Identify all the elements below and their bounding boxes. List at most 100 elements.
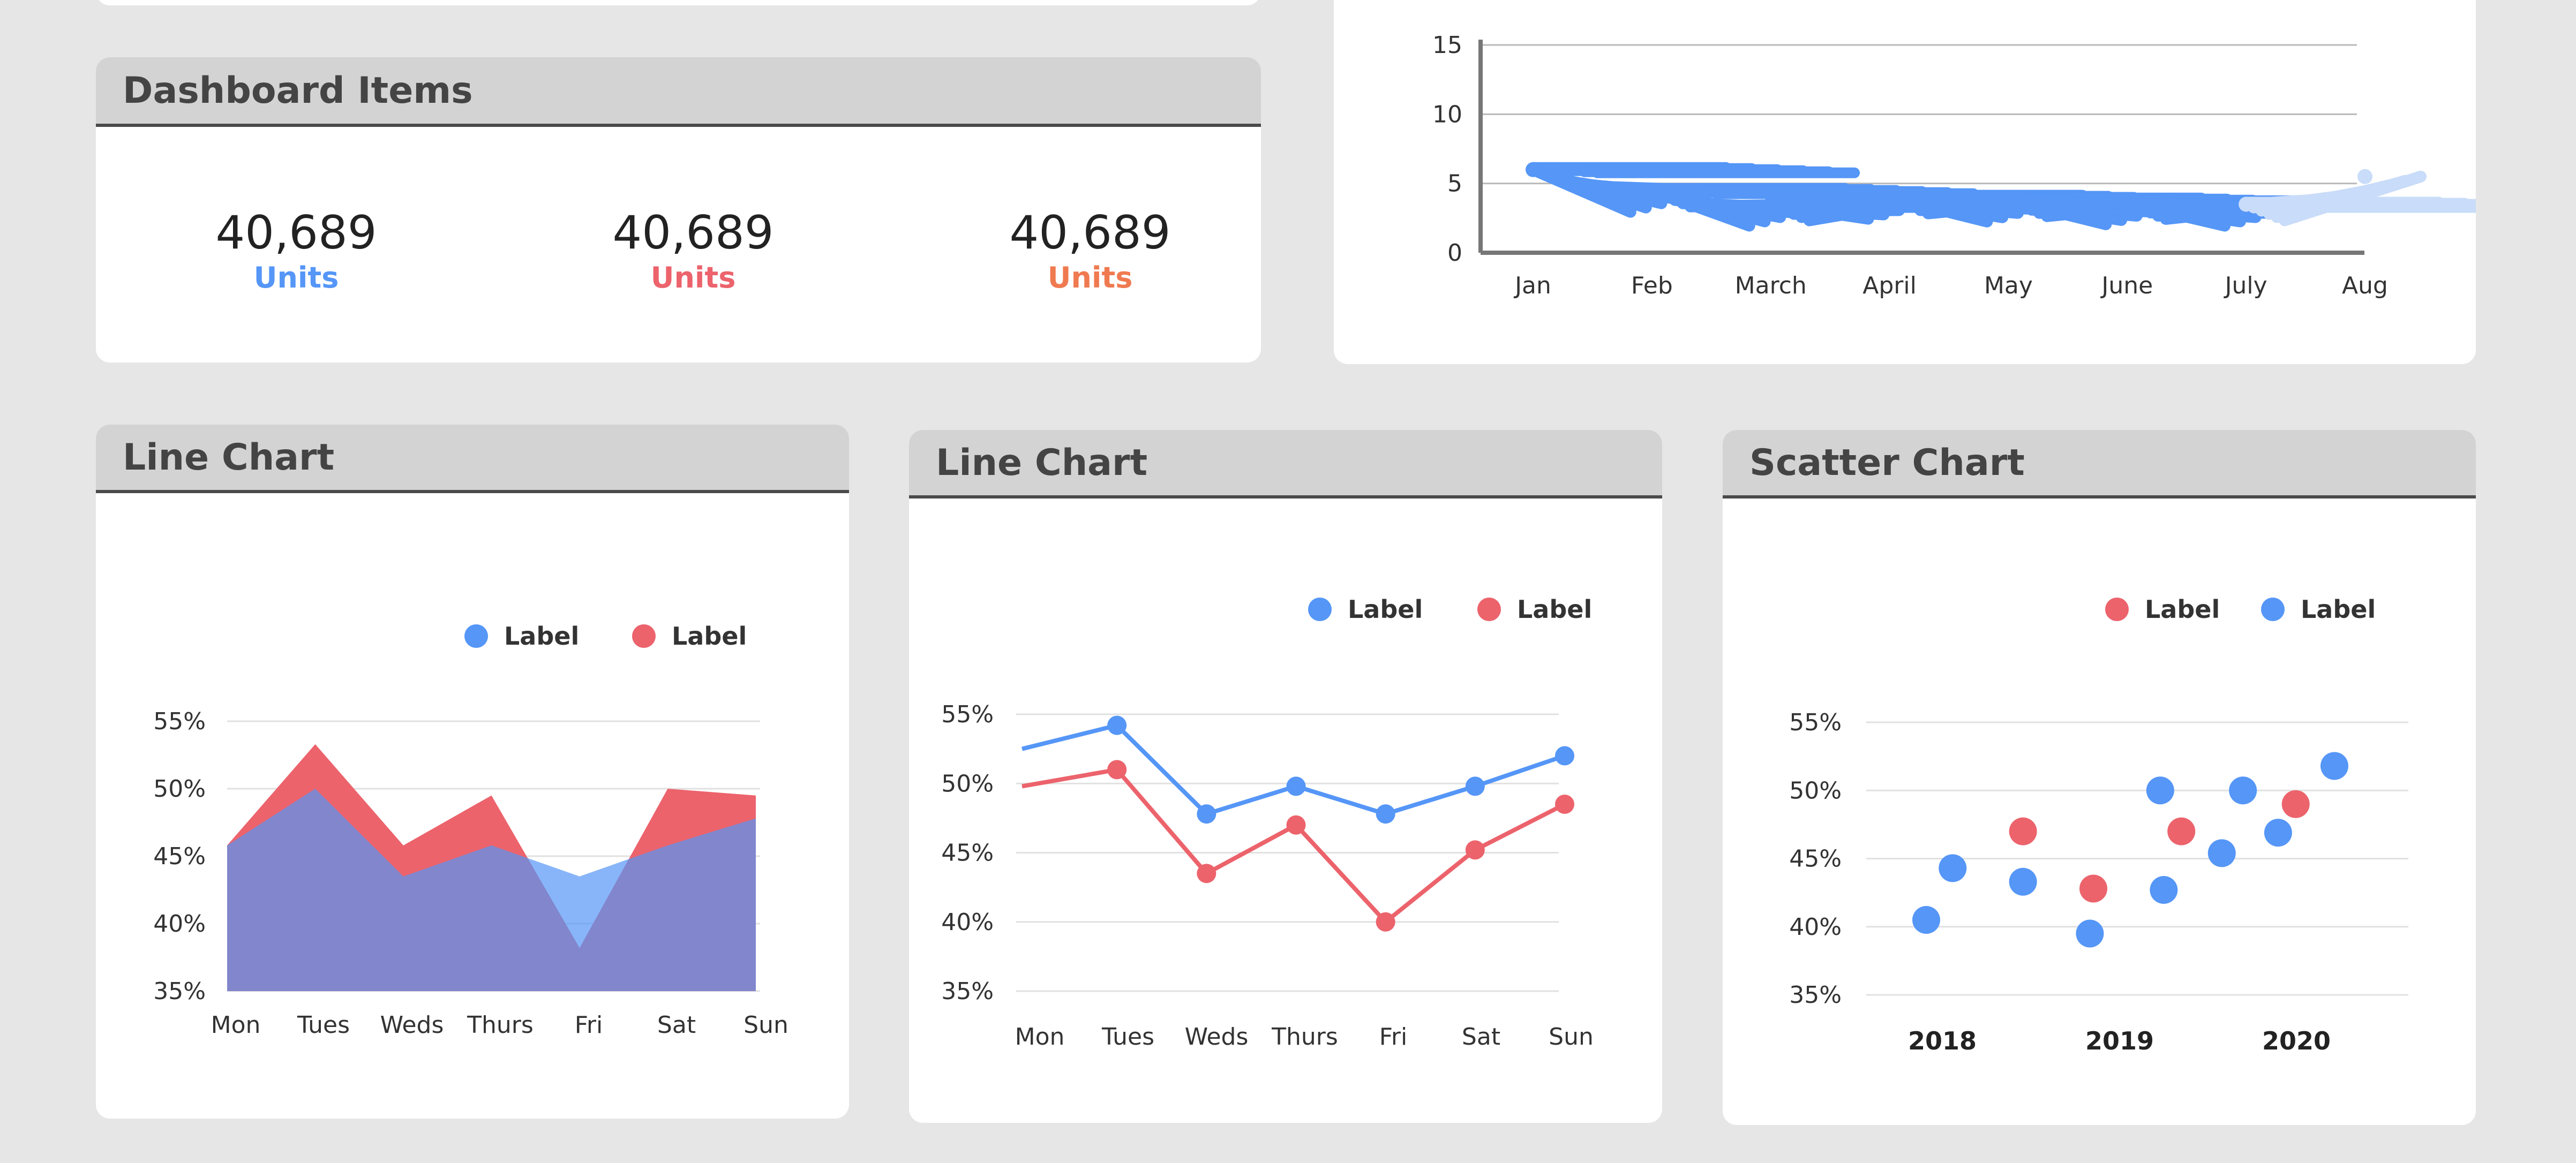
x-tick-label: Aug: [2342, 272, 2388, 299]
y-tick-label: 55%: [1789, 709, 1842, 736]
x-tick-label: Fri: [1379, 1023, 1407, 1051]
legend-swatch: [1308, 598, 1332, 621]
kpi-1-unit: Units: [253, 261, 339, 294]
area-chart-card: Line Chart 35% 40% 45% 50% 55% Mon Tues Weds Thu…: [96, 425, 849, 1119]
y-tick-label: 0: [1447, 239, 1462, 267]
scatter-point: [2320, 752, 2348, 780]
scatter-point: [2009, 817, 2037, 845]
kpi-1-value: 40,689: [215, 206, 377, 260]
x-tick-label: June: [2100, 272, 2153, 299]
area-chart: 35% 40% 45% 50% 55% Mon Tues Weds Thurs Fri Sat Sun…: [153, 622, 788, 1039]
y-tick-label: 5: [1447, 170, 1462, 198]
legend-label: Label: [2145, 595, 2220, 624]
data-point: [1465, 776, 1485, 796]
x-tick-label: Sat: [1462, 1023, 1500, 1051]
series-area-blue: [227, 789, 756, 991]
data-point: [2001, 192, 2016, 208]
data-point: [2120, 195, 2135, 210]
dashboard-items-header: Dashboard Items: [96, 57, 1261, 127]
scatter-point: [2146, 776, 2174, 805]
kpi-2-unit: Units: [650, 261, 736, 294]
legend-label: Label: [1517, 595, 1592, 624]
scatter-point: [2264, 819, 2292, 847]
data-point: [1107, 715, 1127, 735]
y-tick-label: 55%: [153, 708, 206, 735]
x-tick-label: Jan: [1513, 272, 1551, 299]
scatter-point: [2281, 790, 2310, 818]
scatter-chart-header: Scatter Chart: [1723, 430, 2476, 499]
y-tick-label: 45%: [941, 840, 994, 867]
x-tick-label: Tues: [297, 1011, 350, 1039]
x-tick-label: 2018: [1908, 1026, 1977, 1055]
scatter-point: [1912, 906, 1940, 934]
kpi-3: 40,689 Units: [956, 210, 1224, 292]
monthly-line-chart: 0 5 10 15 Jan Feb March April May June July Aug: [1432, 32, 2476, 299]
y-tick-label: 55%: [941, 701, 994, 728]
scatter-point: [2229, 776, 2257, 805]
series-streak: [2279, 170, 2427, 226]
line-chart: 35% 40% 45% 50% 55% Mon Tues Weds Thurs Fri Sat Sun…: [941, 595, 1594, 1051]
top-right-chart-card: 0 5 10 15 Jan Feb March April May June July Aug: [1334, 0, 2476, 364]
x-tick-label: 2020: [2262, 1026, 2331, 1055]
legend-label: Label: [1348, 595, 1423, 624]
x-tick-label: July: [2224, 272, 2267, 299]
line-chart-header: Line Chart: [909, 430, 1662, 499]
data-point: [2357, 169, 2372, 184]
line-chart-title: Line Chart: [936, 441, 1148, 484]
data-point: [1555, 795, 1574, 814]
x-tick-label: April: [1862, 272, 1917, 299]
y-tick-label: 50%: [1789, 777, 1842, 804]
scatter-point: [1939, 854, 1967, 882]
top-left-card-edge: [96, 0, 1261, 5]
y-tick-label: 40%: [941, 909, 994, 936]
kpi-2: 40,689 Units: [559, 210, 827, 292]
scatter-point: [2079, 874, 2108, 903]
x-tick-label: May: [1984, 272, 2033, 299]
kpi-2-value: 40,689: [612, 206, 774, 260]
x-tick-label: Feb: [1631, 272, 1673, 299]
legend-swatch: [2261, 598, 2285, 621]
y-tick-label: 15: [1432, 32, 1462, 59]
area-chart-title: Line Chart: [123, 436, 335, 479]
data-point: [1286, 815, 1306, 835]
y-tick-label: 50%: [941, 770, 994, 797]
kpi-3-value: 40,689: [1009, 206, 1171, 260]
data-point: [1376, 912, 1395, 932]
x-tick-label: Fri: [575, 1011, 603, 1039]
data-point: [1465, 840, 1485, 860]
x-tick-label: Mon: [211, 1011, 261, 1039]
y-tick-label: 50%: [153, 775, 206, 803]
legend-label: Label: [504, 622, 579, 651]
y-tick-label: 35%: [941, 978, 994, 1005]
data-point: [1644, 183, 1659, 198]
scatter-point: [2076, 919, 2104, 948]
x-tick-label: Thurs: [467, 1011, 534, 1039]
kpi-1: 40,689 Units: [162, 210, 430, 292]
series-line: [1022, 723, 1566, 817]
data-point: [1882, 190, 1897, 205]
scatter-chart: 35% 40% 45% 50% 55% 2018 2019 2020 Label Label: [1789, 595, 2408, 1055]
x-tick-label: Sun: [743, 1011, 788, 1039]
scatter-chart-card: Scatter Chart 35% 40% 45% 50% 55% 2018 2019 202…: [1723, 430, 2476, 1125]
dashboard-items-title: Dashboard Items: [123, 69, 473, 112]
scatter-chart-title: Scatter Chart: [1749, 441, 2025, 484]
data-point: [1107, 760, 1127, 780]
legend-swatch: [464, 624, 488, 648]
y-tick-label: 45%: [1789, 845, 1842, 873]
y-tick-label: 40%: [1789, 913, 1842, 941]
y-tick-label: 40%: [153, 910, 206, 938]
scatter-point: [2207, 839, 2236, 867]
legend-swatch: [2105, 598, 2129, 621]
x-tick-label: Sat: [657, 1011, 696, 1039]
x-tick-label: Weds: [380, 1011, 444, 1039]
data-point: [1526, 162, 1541, 177]
dashboard-items-card: Dashboard Items 40,689 Units 40,689 Unit…: [96, 57, 1261, 363]
y-tick-label: 35%: [153, 978, 206, 1005]
x-tick-label: Mon: [1015, 1023, 1065, 1051]
data-point: [2239, 197, 2254, 212]
y-tick-label: 45%: [153, 843, 206, 870]
data-point: [1376, 804, 1395, 824]
scatter-point: [2009, 867, 2037, 896]
x-tick-label: Thurs: [1271, 1023, 1338, 1051]
x-tick-label: Weds: [1185, 1023, 1249, 1051]
